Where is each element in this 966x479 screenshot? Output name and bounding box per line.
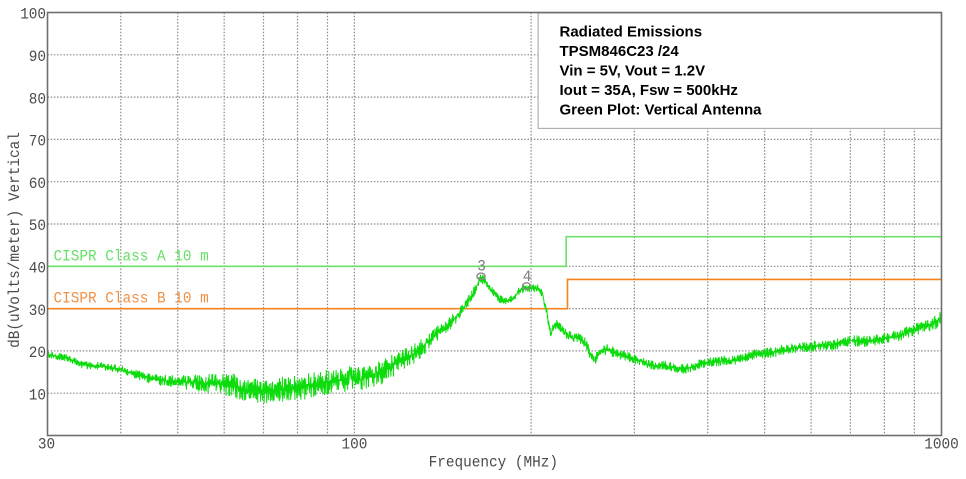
svg-text:20: 20 — [29, 343, 46, 362]
svg-text:30: 30 — [38, 435, 55, 454]
svg-text:Frequency (MHz): Frequency (MHz) — [429, 453, 558, 472]
svg-text:50: 50 — [29, 216, 46, 235]
svg-text:dB(uVolts/meter) Vertical: dB(uVolts/meter) Vertical — [5, 132, 24, 348]
svg-text:Iout = 35A, Fsw = 500kHz: Iout = 35A, Fsw = 500kHz — [560, 82, 738, 99]
svg-text:100: 100 — [341, 435, 367, 454]
svg-text:CISPR Class A 10 m: CISPR Class A 10 m — [54, 247, 209, 266]
svg-text:100: 100 — [20, 5, 46, 24]
svg-text:Green Plot: Vertical Antenna: Green Plot: Vertical Antenna — [560, 102, 763, 119]
svg-text:30: 30 — [29, 301, 46, 320]
svg-text:3: 3 — [477, 257, 486, 276]
svg-text:80: 80 — [29, 90, 46, 109]
svg-text:90: 90 — [29, 47, 46, 66]
svg-text:TPSM846C23 /24: TPSM846C23 /24 — [560, 43, 680, 60]
svg-text:40: 40 — [29, 259, 46, 278]
svg-text:CISPR Class B 10 m: CISPR Class B 10 m — [54, 289, 209, 308]
svg-text:10: 10 — [29, 386, 46, 405]
svg-text:4: 4 — [523, 267, 532, 286]
svg-text:60: 60 — [29, 174, 46, 193]
svg-text:Vin = 5V, Vout = 1.2V: Vin = 5V, Vout = 1.2V — [560, 63, 706, 80]
svg-text:1000: 1000 — [924, 435, 959, 454]
svg-text:70: 70 — [29, 132, 46, 151]
svg-text:Radiated Emissions: Radiated Emissions — [560, 24, 703, 41]
